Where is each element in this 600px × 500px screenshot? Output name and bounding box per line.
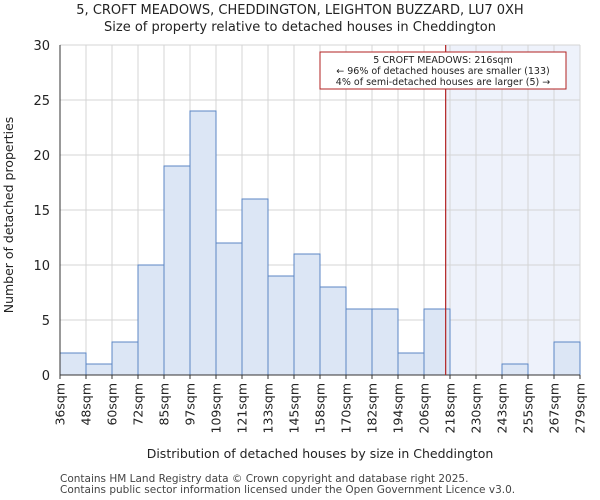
y-tick-label: 0 — [42, 369, 50, 384]
x-tick-label: 170sqm — [339, 383, 354, 433]
histogram-bar — [371, 308, 399, 376]
y-tick-label: 30 — [33, 39, 50, 54]
histogram-bar — [163, 165, 191, 376]
histogram-bar — [189, 110, 217, 376]
x-tick-label: 218sqm — [443, 383, 458, 433]
footer-line-2: Contains public sector information licen… — [60, 484, 516, 496]
x-tick-label: 243sqm — [495, 383, 510, 433]
x-tick-label: 133sqm — [261, 383, 276, 433]
y-tick-label: 10 — [33, 259, 50, 274]
x-tick-label: 36sqm — [53, 383, 68, 426]
histogram-bar — [501, 363, 529, 376]
histogram-bar — [397, 352, 425, 376]
histogram-bar — [319, 286, 347, 376]
x-tick-label: 182sqm — [365, 383, 380, 433]
x-tick-label: 109sqm — [209, 383, 224, 433]
x-tick-label: 158sqm — [313, 383, 328, 433]
x-tick-label: 255sqm — [521, 383, 536, 433]
histogram-bar — [553, 341, 581, 376]
x-axis-label: Distribution of detached houses by size … — [147, 446, 494, 461]
x-tick-label: 85sqm — [157, 383, 172, 426]
y-tick-label: 20 — [33, 149, 50, 164]
histogram-bar — [85, 363, 113, 376]
annotation-line-1: 5 CROFT MEADOWS: 216sqm — [373, 55, 512, 66]
histogram-bar — [267, 275, 295, 376]
annotation-box — [319, 51, 567, 90]
y-axis-label: Number of detached properties — [1, 117, 16, 314]
x-tick-label: 194sqm — [391, 383, 406, 433]
x-tick-label: 279sqm — [573, 383, 588, 433]
x-tick-label: 145sqm — [287, 383, 302, 433]
x-tick-label: 60sqm — [105, 383, 120, 426]
histogram-bar — [111, 341, 139, 376]
chart-subtitle: Size of property relative to detached ho… — [104, 20, 496, 35]
histogram-bar — [241, 198, 269, 376]
annotation-line-3: 4% of semi-detached houses are larger (5… — [336, 77, 550, 88]
chart-title: 5, CROFT MEADOWS, CHEDDINGTON, LEIGHTON … — [76, 3, 524, 18]
footer-line-1: Contains HM Land Registry data © Crown c… — [60, 473, 469, 485]
y-tick-label: 25 — [33, 94, 50, 109]
x-tick-label: 97sqm — [183, 383, 198, 426]
y-tick-label: 15 — [33, 204, 50, 219]
x-tick-label: 230sqm — [469, 383, 484, 433]
histogram-bar — [293, 253, 321, 376]
x-tick-label: 206sqm — [417, 383, 432, 433]
annotation-line-2: ← 96% of detached houses are smaller (13… — [336, 66, 549, 77]
histogram-bar — [215, 242, 243, 376]
x-tick-label: 48sqm — [79, 383, 94, 426]
histogram-bar — [345, 308, 373, 376]
histogram-bar — [137, 264, 165, 376]
x-tick-label: 267sqm — [547, 383, 562, 433]
y-tick-label: 5 — [42, 314, 50, 329]
histogram-bar — [59, 352, 87, 376]
x-tick-label: 72sqm — [131, 383, 146, 426]
x-tick-label: 121sqm — [235, 383, 250, 433]
